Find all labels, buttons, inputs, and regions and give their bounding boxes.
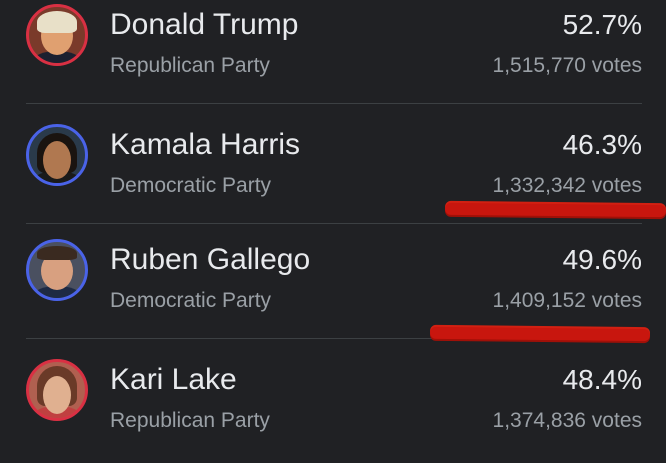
avatar — [26, 359, 88, 421]
vote-count: 1,409,152 votes — [492, 289, 642, 312]
vote-count: 1,374,836 votes — [492, 409, 642, 432]
red-underline-annotation — [444, 202, 666, 218]
candidate-row-lake[interactable]: Kari Lake Republican Party 48.4% 1,374,8… — [0, 347, 666, 463]
candidate-name: Kamala Harris — [110, 128, 301, 161]
candidate-row-gallego[interactable]: Ruben Gallego Democratic Party 49.6% 1,4… — [0, 227, 666, 343]
avatar — [26, 4, 88, 66]
candidate-party: Republican Party — [110, 409, 270, 432]
candidate-party: Democratic Party — [110, 174, 272, 197]
candidate-name: Ruben Gallego — [110, 243, 311, 276]
candidate-name: Donald Trump — [110, 8, 299, 41]
candidate-name: Kari Lake — [110, 363, 237, 396]
avatar — [26, 124, 88, 186]
vote-percent: 48.4% — [562, 364, 642, 395]
avatar — [26, 239, 88, 301]
divider — [26, 223, 642, 224]
red-underline-annotation — [429, 326, 651, 342]
vote-percent: 49.6% — [562, 244, 642, 275]
divider — [26, 103, 642, 104]
vote-count: 1,332,342 votes — [492, 174, 642, 197]
divider — [26, 338, 642, 339]
candidate-party: Democratic Party — [110, 289, 272, 312]
candidate-row-harris[interactable]: Kamala Harris Democratic Party 46.3% 1,3… — [0, 112, 666, 228]
vote-percent: 52.7% — [562, 9, 642, 40]
vote-percent: 46.3% — [562, 129, 642, 160]
candidate-row-trump[interactable]: Donald Trump Republican Party 52.7% 1,51… — [0, 0, 666, 108]
vote-count: 1,515,770 votes — [492, 54, 642, 77]
candidate-party: Republican Party — [110, 54, 270, 77]
